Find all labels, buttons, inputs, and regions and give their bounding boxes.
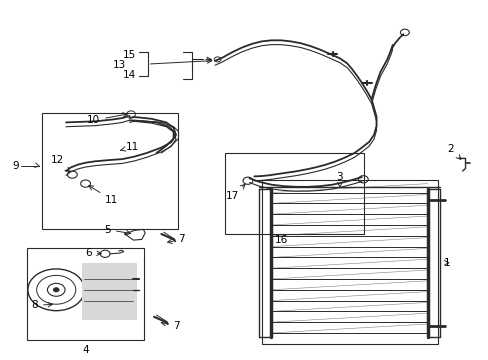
Bar bbox=[224, 153, 364, 234]
Text: 14: 14 bbox=[122, 70, 136, 80]
Text: 4: 4 bbox=[82, 345, 89, 355]
Circle shape bbox=[53, 288, 59, 292]
Text: 15: 15 bbox=[122, 50, 136, 60]
Text: 12: 12 bbox=[51, 155, 69, 172]
Text: 13: 13 bbox=[113, 60, 126, 70]
Text: 8: 8 bbox=[31, 300, 52, 310]
Text: 7: 7 bbox=[167, 234, 185, 244]
Text: 9: 9 bbox=[12, 161, 19, 171]
Bar bbox=[261, 180, 437, 344]
Text: 6: 6 bbox=[85, 248, 101, 258]
Text: 11: 11 bbox=[121, 142, 139, 152]
Text: 10: 10 bbox=[87, 113, 127, 125]
Text: 11: 11 bbox=[89, 186, 118, 205]
Text: 1: 1 bbox=[443, 258, 450, 268]
Bar bbox=[82, 263, 136, 319]
Text: 16: 16 bbox=[274, 235, 287, 245]
Text: 7: 7 bbox=[161, 321, 180, 331]
Text: 17: 17 bbox=[225, 184, 244, 201]
Bar bbox=[27, 248, 144, 340]
Text: 2: 2 bbox=[447, 144, 460, 159]
Text: 3: 3 bbox=[336, 172, 343, 188]
Bar bbox=[41, 113, 178, 229]
Text: 5: 5 bbox=[104, 225, 130, 235]
